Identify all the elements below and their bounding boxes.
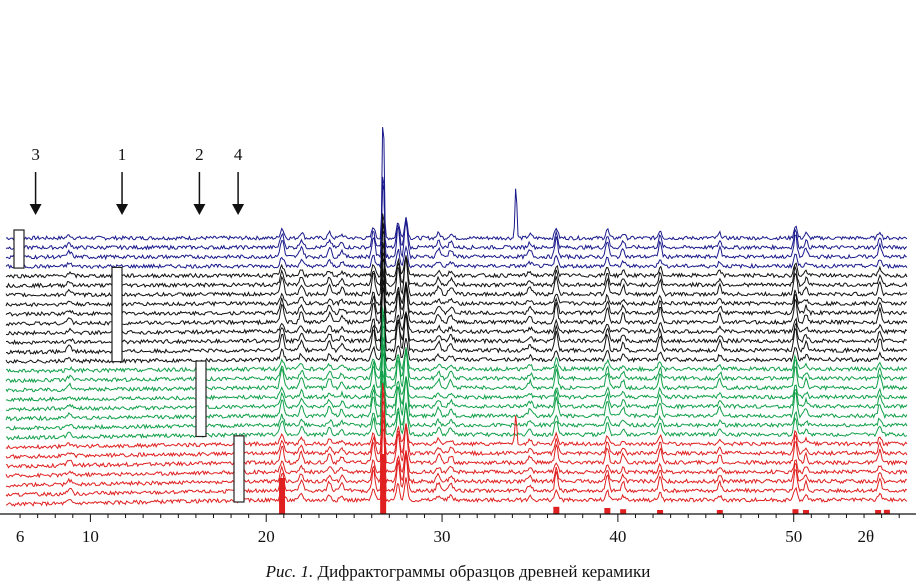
reference-stick (604, 508, 611, 514)
diffraction-trace (5, 127, 908, 242)
sample-range-bar (111, 266, 123, 363)
sample-marker-label: 4 (234, 145, 243, 164)
reference-stick (716, 510, 723, 514)
diffraction-trace (5, 252, 908, 317)
caption-text: Дифрактограммы образцов древней керамики (313, 562, 651, 581)
reference-stick (553, 506, 560, 514)
sample-marker-label: 3 (31, 145, 40, 164)
diffraction-trace (5, 213, 908, 298)
diffraction-traces (5, 127, 908, 507)
diffraction-trace (5, 336, 908, 422)
marker-arrow-head (193, 204, 206, 215)
diffraction-trace (5, 307, 908, 393)
caption-prefix: Рис. 1. (265, 562, 314, 581)
diffraction-trace (6, 371, 908, 441)
reference-stick (380, 454, 387, 514)
diffraction-trace (5, 223, 908, 270)
diffraction-trace (5, 400, 908, 450)
reference-stick (279, 478, 286, 514)
diffraction-trace (5, 184, 908, 251)
sample-range-bar (233, 435, 245, 503)
diffraction-trace (5, 268, 908, 355)
sample-marker-label: 1 (118, 145, 127, 164)
x-tick-label: 6 (16, 527, 25, 546)
x-tick-label: 30 (434, 527, 451, 546)
diffraction-trace (5, 314, 908, 364)
reference-stick (875, 510, 882, 514)
sample-marker-label: 2 (195, 145, 204, 164)
diffraction-trace (5, 222, 908, 289)
marker-arrow-head (232, 204, 245, 215)
diffraction-trace (5, 230, 908, 279)
diffraction-trace (5, 286, 908, 336)
x-axis-label: 2θ (857, 527, 874, 546)
sample-range-bar (13, 229, 25, 269)
reference-sticks (279, 454, 890, 514)
diffraction-trace (5, 242, 908, 327)
reference-stick (883, 509, 890, 514)
diffraction-trace (5, 315, 907, 384)
reference-stick (792, 509, 799, 514)
diffraction-trace (5, 381, 908, 431)
reference-stick (657, 510, 664, 514)
sample-range-bars (13, 229, 245, 503)
diffraction-trace (5, 419, 907, 488)
x-tick-label: 20 (258, 527, 275, 546)
diffraction-trace (5, 352, 908, 403)
diffraction-trace (5, 410, 908, 497)
x-axis: 6 10 20 30 40 50 2θ (0, 513, 916, 546)
diffraction-trace (6, 324, 908, 374)
marker-arrow-head (29, 204, 42, 215)
x-tick-label: 50 (785, 527, 802, 546)
reference-stick (803, 510, 810, 514)
diffraction-trace (5, 176, 907, 261)
diffraction-trace (5, 454, 908, 507)
figure-caption: Рис. 1. Дифрактограммы образцов древней … (0, 562, 916, 582)
diffraction-trace (5, 391, 908, 460)
reference-stick (620, 509, 627, 514)
x-tick-label: 40 (609, 527, 626, 546)
diffraction-trace (5, 383, 908, 469)
diffraction-trace (5, 278, 907, 346)
x-tick-label: 10 (82, 527, 99, 546)
diffraction-trace (5, 428, 908, 479)
sample-range-bar (195, 360, 207, 438)
marker-arrow-head (116, 204, 129, 215)
diffraction-trace (5, 258, 908, 308)
diffraction-trace (5, 343, 908, 412)
sample-markers: 3 1 2 4 (29, 145, 245, 215)
